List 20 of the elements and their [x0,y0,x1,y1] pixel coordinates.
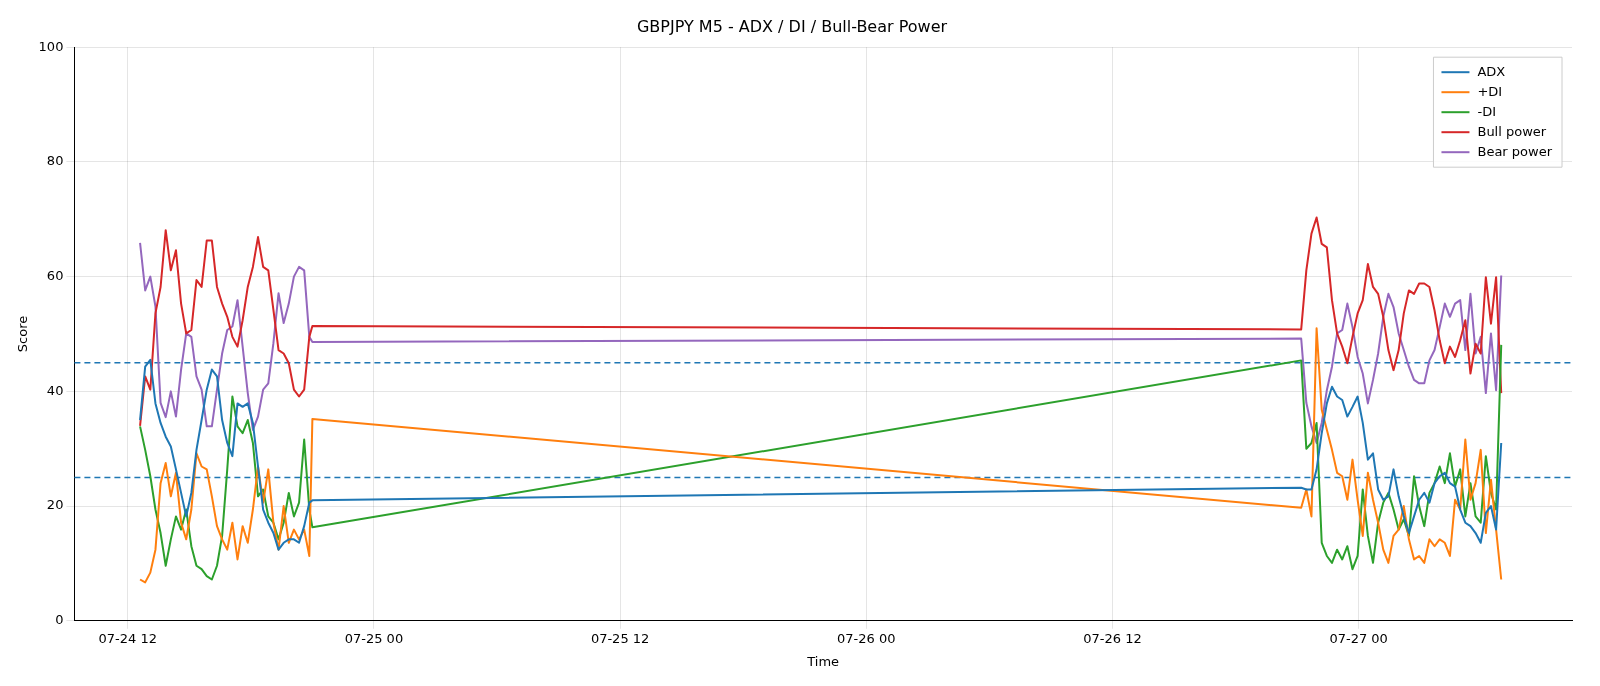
chart-title: GBPJPY M5 - ADX / DI / Bull-Bear Power [636,16,948,36]
legend-label: ADX [1477,63,1506,79]
legend-label: +DI [1477,83,1503,99]
legend-label: Bull power [1477,123,1547,139]
legend-label: Bear power [1477,143,1553,159]
x-tick-label: 07-26 12 [1083,630,1142,646]
x-tick-label: 07-27 00 [1329,630,1388,646]
legend-label: -DI [1477,103,1497,119]
y-tick-label: 100 [38,38,64,54]
y-axis-title: Score [15,315,31,353]
x-tick-label: 07-25 12 [590,630,650,646]
x-axis-title: Time [806,653,840,669]
x-tick-label: 07-24 12 [98,630,157,646]
y-tick-label: 20 [46,497,64,513]
x-tick-label: 07-25 00 [344,630,404,646]
y-tick-label: 80 [46,153,64,169]
y-tick-label: 60 [46,268,64,284]
y-tick-label: 40 [46,382,64,398]
x-tick-label: 07-26 00 [837,630,896,646]
y-tick-label: 0 [55,612,64,628]
